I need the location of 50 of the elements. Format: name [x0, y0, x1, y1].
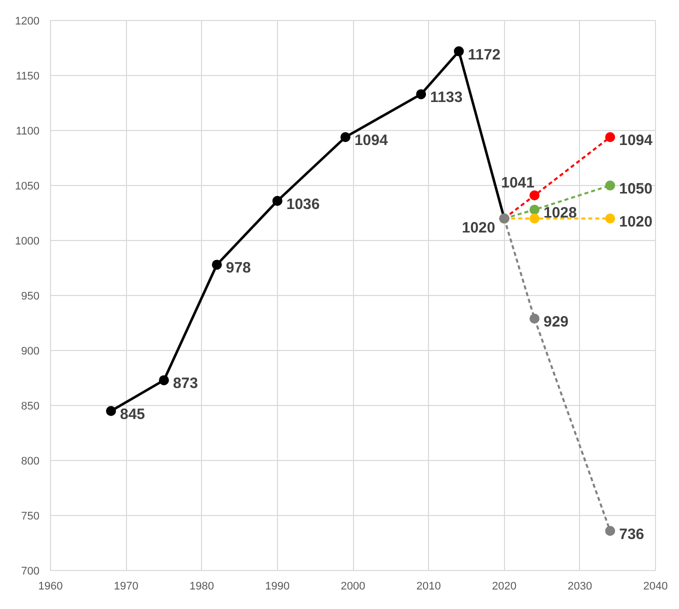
data-label: 736: [619, 526, 644, 543]
point: [272, 196, 282, 206]
data-label: 845: [120, 406, 146, 423]
y-tick-label: 750: [21, 510, 40, 522]
data-label: 1094: [354, 132, 388, 150]
point: [340, 132, 350, 142]
data-label: 978: [226, 260, 251, 277]
point: [605, 214, 616, 224]
data-label: 1036: [286, 196, 320, 213]
data-label: 873: [172, 375, 198, 392]
point: [530, 214, 540, 224]
y-tick-label: 700: [21, 566, 40, 578]
x-tick-label: 1970: [114, 580, 138, 592]
x-tick-label: 1990: [265, 580, 290, 592]
x-tick-label: 1980: [190, 580, 214, 592]
data-label: 1028: [544, 204, 577, 222]
x-tick-label: 2030: [568, 580, 592, 592]
point: [530, 314, 540, 324]
data-label: 1133: [430, 89, 463, 106]
point: [530, 204, 540, 215]
point: [605, 180, 616, 190]
y-tick-label: 800: [21, 456, 40, 468]
data-label: 1041: [501, 174, 535, 192]
x-tick-label: 2020: [492, 580, 516, 592]
point: [106, 406, 116, 416]
point: [158, 375, 169, 386]
y-tick-label: 1100: [16, 126, 40, 138]
y-tick-label: 1200: [15, 16, 40, 28]
point: [605, 132, 616, 142]
point: [605, 526, 616, 536]
y-tick-label: 950: [21, 290, 40, 302]
data-label: 1094: [619, 132, 654, 150]
x-tick-label: 2000: [340, 580, 366, 592]
x-tick-label: 1960: [38, 580, 63, 592]
point: [530, 190, 540, 200]
x-tick-label: 2010: [416, 580, 441, 592]
y-tick-label: 1150: [16, 70, 40, 82]
data-label: 1172: [468, 46, 500, 64]
y-tick-label: 1000: [15, 236, 40, 248]
data-label: 1050: [619, 180, 652, 198]
y-tick-label: 1050: [15, 180, 40, 192]
x-tick-label: 2040: [643, 580, 668, 592]
point: [416, 89, 426, 100]
point: [212, 260, 222, 270]
data-label: 1020: [462, 220, 496, 236]
data-label: 1020: [619, 214, 652, 230]
y-tick-label: 850: [21, 400, 40, 412]
data-label: 929: [544, 314, 569, 331]
point: [454, 46, 464, 56]
y-tick-label: 900: [21, 346, 40, 358]
